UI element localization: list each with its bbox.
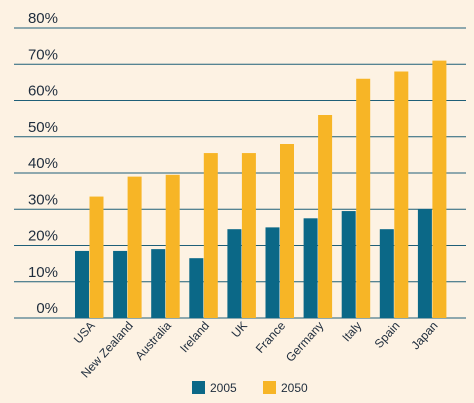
y-axis-tick-labels: 0% 10% 20% 30% 40% 50% 60% 70% 80% [28, 10, 58, 317]
bar-2005-italy [341, 211, 356, 318]
legend: 2005 2050 [192, 381, 308, 395]
x-category-label: Ireland [177, 319, 212, 356]
legend-label-2050: 2050 [281, 381, 308, 395]
bar-2005-japan [417, 209, 432, 318]
bar-2050-uk [241, 153, 256, 318]
bar-2005-spain [379, 229, 394, 318]
y-tick-label: 30% [28, 191, 58, 208]
y-tick-label: 0% [36, 300, 58, 317]
bar-2005-ireland [189, 258, 204, 318]
legend-label-2005: 2005 [210, 381, 237, 395]
bar-2050-ireland [203, 153, 218, 318]
gridlines [14, 27, 466, 319]
x-category-label: UK [229, 319, 251, 341]
x-category-label: France [253, 318, 289, 355]
x-category-label: Australia [132, 318, 174, 362]
bars [75, 60, 447, 318]
bar-2005-new-zealand [113, 250, 128, 318]
y-tick-label: 40% [28, 155, 58, 172]
bar-2005-usa [75, 250, 89, 318]
y-tick-label: 80% [28, 10, 58, 27]
bar-2050-usa [89, 196, 104, 318]
x-category-label: USA [71, 319, 98, 347]
bar-2005-uk [227, 229, 242, 318]
bar-2050-italy [356, 78, 371, 318]
legend-swatch-2005 [192, 381, 205, 394]
x-category-label: Italy [339, 319, 364, 345]
bar-2005-australia [151, 249, 166, 318]
y-tick-label: 10% [28, 264, 58, 281]
bar-2050-japan [432, 60, 447, 318]
x-category-label: Germany [283, 319, 326, 365]
y-tick-label: 60% [28, 83, 58, 100]
bar-2050-australia [165, 174, 180, 318]
y-tick-label: 50% [28, 119, 58, 136]
bar-2050-new-zealand [127, 176, 142, 318]
y-tick-label: 70% [28, 46, 58, 63]
bar-2005-germany [303, 218, 318, 318]
bar-2050-spain [394, 71, 409, 318]
legend-swatch-2050 [263, 381, 276, 394]
x-category-label: Japan [408, 319, 440, 353]
bar-2050-germany [318, 115, 333, 318]
x-category-label: Spain [372, 319, 403, 351]
bar-2050-france [280, 144, 294, 318]
bar-2005-france [265, 227, 280, 318]
y-tick-label: 20% [28, 228, 58, 245]
